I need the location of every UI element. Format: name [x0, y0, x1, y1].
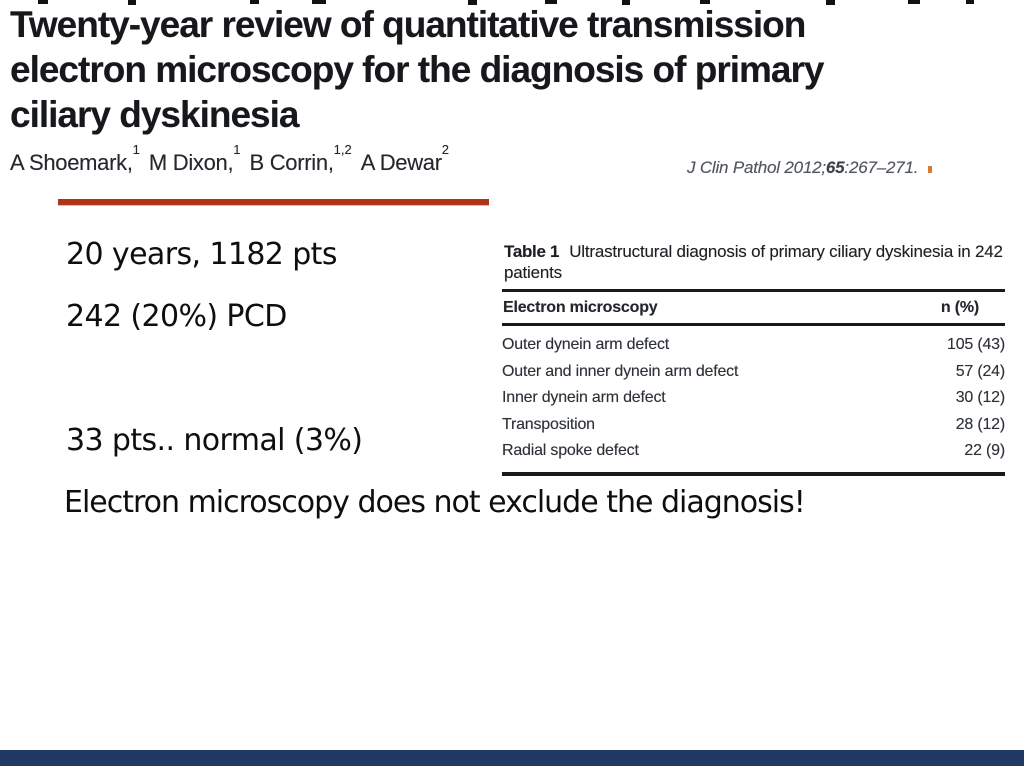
- table-col-header-em: Electron microscopy: [503, 299, 658, 316]
- table-header-row: Electron microscopy n (%): [502, 292, 1005, 323]
- author-affiliation-sup: 1,2: [333, 142, 352, 157]
- table-caption-label: Table 1: [504, 242, 560, 261]
- paper-title-line1: Twenty-year review of quantitative trans…: [10, 4, 806, 45]
- paper-title: Twenty-year review of quantitative trans…: [10, 2, 824, 137]
- table-row: Outer and inner dynein arm defect 57 (24): [502, 359, 1005, 386]
- table-caption: Table 1 Ultrastructural diagnosis of prim…: [504, 241, 1005, 283]
- author-affiliation-sup: 1: [233, 142, 241, 157]
- author: B Corrin,1,2: [249, 142, 352, 176]
- table-rule-mid: [502, 323, 1005, 326]
- paper-table: Table 1 Ultrastructural diagnosis of prim…: [502, 241, 1005, 476]
- table-row-label: Outer dynein arm defect: [502, 336, 670, 353]
- note-pcd: 242 (20%) PCD: [66, 299, 287, 334]
- paper-authors: A Shoemark,1M Dixon,1B Corrin,1,2A Dewar…: [10, 142, 458, 176]
- table-row-value: 105 (43): [947, 336, 1005, 353]
- table-rule-top: [502, 289, 1005, 292]
- table-caption-text: Ultrastructural diagnosis of primary cil…: [504, 242, 1003, 282]
- note-cohort: 20 years, 1182 pts: [66, 237, 337, 272]
- paper-title-line2: electron microscopy for the diagnosis of…: [10, 49, 824, 90]
- author-affiliation-sup: 1: [132, 142, 140, 157]
- table-row-value: 57 (24): [955, 362, 1005, 380]
- author: M Dixon,1: [148, 142, 241, 176]
- accent-divider: [58, 199, 489, 205]
- note-normal: 33 pts.. normal (3%): [66, 423, 363, 458]
- journal-citation: J Clin Pathol 2012;65:267–271.: [687, 158, 932, 178]
- note-conclusion: Electron microscopy does not exclude the…: [64, 485, 806, 520]
- author: A Shoemark,1: [10, 142, 140, 176]
- table-rule-bottom: [502, 471, 1005, 476]
- table-row-label: Transposition: [502, 415, 595, 433]
- citation-mark: [927, 166, 932, 173]
- paper-title-line3: ciliary dyskinesia: [10, 94, 299, 135]
- table-col-header-n: n (%): [940, 299, 979, 316]
- table-row-label: Inner dynein arm defect: [502, 389, 666, 406]
- table-body: Outer dynein arm defect 105 (43) Outer and…: [502, 326, 1005, 469]
- table-row-label: Radial spoke defect: [502, 442, 639, 459]
- table-row-value: 28 (12): [955, 415, 1005, 433]
- author-affiliation-sup: 2: [441, 142, 449, 157]
- footer-bar: [0, 750, 1024, 766]
- table-row: Radial spoke defect 22 (9): [502, 438, 1005, 465]
- table-row: Inner dynein arm defect 30 (12): [502, 385, 1005, 412]
- table-row-value: 22 (9): [964, 442, 1005, 459]
- table-row-label: Outer and inner dynein arm defect: [502, 362, 739, 380]
- table-row-value: 30 (12): [955, 389, 1005, 406]
- table-row: Outer dynein arm defect 105 (43): [502, 332, 1005, 359]
- citation-suffix: :267–271.: [844, 158, 919, 177]
- citation-prefix: J Clin Pathol 2012;: [687, 158, 826, 177]
- author: A Dewar2: [360, 142, 449, 176]
- citation-volume: 65: [825, 158, 845, 177]
- table-row: Transposition 28 (12): [502, 412, 1005, 439]
